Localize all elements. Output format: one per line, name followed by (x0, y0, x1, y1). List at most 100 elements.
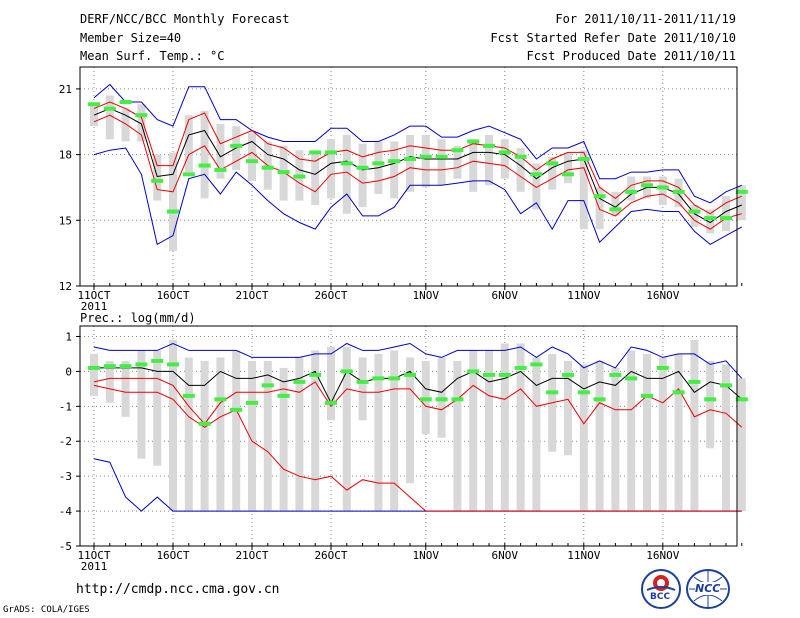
temp-obs-marker (641, 183, 653, 188)
ncc-logo-text: NCC (695, 582, 721, 595)
temp-obs-marker (735, 189, 748, 194)
prec-obs-marker (309, 372, 322, 377)
temp-xtick-label: 21OCT (235, 289, 268, 302)
prec-obs-marker (577, 390, 590, 395)
prec-obs-marker (103, 364, 116, 369)
temp-range-bar (516, 148, 525, 192)
prec-obs-marker (704, 397, 717, 402)
temp-obs-marker (182, 172, 195, 177)
temp-obs-marker (577, 156, 590, 161)
prec-range-bar (469, 350, 478, 512)
temp-obs-marker (704, 216, 717, 221)
prec-xtick-label: 1NOV (413, 549, 440, 562)
prec-range-bar (674, 353, 683, 512)
temp-range-bar (105, 95, 114, 140)
temp-obs-marker (214, 167, 227, 172)
prec-obs-marker (182, 393, 195, 398)
temp-range-bar (342, 134, 351, 214)
title-left-1: DERF/NCC/BCC Monthly Forecast (80, 12, 290, 26)
temp-xtick-label: 16NOV (646, 289, 679, 302)
prec-range-bar (121, 360, 130, 417)
temp-xtick-label: 26OCT (314, 289, 347, 302)
temp-range-bar (469, 139, 478, 192)
prec-range-bar (374, 353, 383, 512)
temp-range-bar (658, 176, 667, 205)
prec-ytick-label: -1 (59, 400, 72, 413)
prec-obs-marker (119, 364, 132, 369)
prec-range-bar (105, 360, 114, 403)
prec-obs-marker (530, 362, 543, 367)
prec-obs-marker (88, 365, 100, 370)
temp-obs-marker (246, 159, 258, 164)
temp-xtick-sublabel: 2011 (81, 300, 108, 313)
prec-obs-marker (498, 372, 511, 377)
prec-obs-marker (151, 358, 164, 363)
temp-obs-marker (309, 150, 322, 155)
temp-range-bar (453, 145, 462, 179)
temp-obs-marker (135, 113, 148, 118)
prec-obs-marker (625, 376, 638, 381)
temp-obs-marker (419, 154, 432, 159)
prec-ytick-label: -5 (59, 540, 72, 553)
prec-range-bar (595, 360, 604, 512)
temp-range-bar (690, 204, 699, 227)
prec-range-bar (658, 357, 667, 512)
temp-obs-marker (562, 172, 574, 177)
prec-obs-marker (483, 372, 495, 377)
temp-range-bar (137, 104, 146, 142)
prec-xtick-label: 11OCT (77, 549, 110, 562)
prec-range-bar (232, 350, 241, 512)
temp-xtick-label: 6NOV (492, 289, 519, 302)
temp-obs-marker (609, 207, 622, 212)
prec-obs-marker (688, 379, 701, 384)
prec-range-bar (579, 364, 588, 512)
temp-obs-marker (119, 100, 132, 105)
prec-range-bar (453, 360, 462, 512)
temp-range-bar (184, 115, 193, 173)
temp-xtick-label: 11OCT (77, 289, 110, 302)
prec-obs-marker (325, 400, 337, 405)
temp-obs-marker (198, 163, 211, 168)
title-right-2: Fcst Started Refer Date 2011/10/10 (490, 31, 736, 45)
temp-obs-marker (103, 106, 116, 111)
temp-obs-marker (151, 178, 164, 183)
bcc-logo: BCC (640, 568, 682, 610)
prec-obs-marker (419, 397, 432, 402)
prec-max-line (93, 342, 743, 379)
prec-obs-marker (641, 393, 653, 398)
prec-range-bar (532, 357, 541, 512)
prec-range-bar (327, 346, 335, 421)
temp-obs-marker (720, 216, 732, 221)
prec-panel-title: Prec.: log(mm/d) (80, 311, 196, 325)
temp-range-bar (200, 110, 209, 199)
temp-range-bar (627, 176, 636, 201)
prec-obs-marker (735, 397, 748, 402)
temp-range-bar (421, 134, 430, 188)
temp-obs-marker (514, 154, 527, 159)
prec-obs-marker (214, 397, 227, 402)
temp-ytick-label: 12 (59, 280, 72, 293)
prec-obs-marker (356, 379, 369, 384)
temp-obs-marker (230, 143, 243, 148)
prec-ytick-label: -2 (59, 435, 72, 448)
prec-xtick-label: 26OCT (314, 549, 347, 562)
prec-range-bar (500, 343, 509, 512)
prec-obs-marker (404, 372, 416, 377)
prec-obs-marker (514, 365, 527, 370)
temp-ytick-label: 15 (59, 214, 72, 227)
title-right-3: Fcst Produced Date 2011/10/11 (526, 49, 736, 63)
temp-range-bar (121, 108, 130, 142)
temp-ytick-label: 21 (59, 83, 72, 96)
temp-obs-marker (372, 161, 385, 166)
temp-obs-marker (88, 102, 100, 107)
prec-range-bar (627, 350, 636, 512)
temp-range-bar (437, 139, 446, 186)
temp-range-bar (327, 139, 335, 199)
prec-obs-marker (230, 407, 243, 412)
prec-range-bar (248, 360, 256, 512)
footer-url[interactable]: http://cmdp.ncc.cma.gov.cn (76, 582, 280, 597)
prec-range-bar (690, 339, 699, 512)
temp-range-bar (153, 154, 162, 201)
prec-obs-marker (388, 376, 401, 381)
